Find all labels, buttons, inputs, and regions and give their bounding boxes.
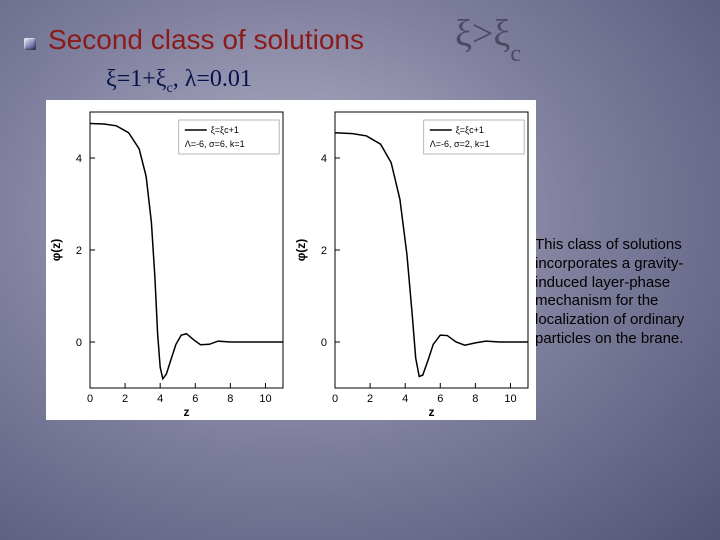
svg-text:2: 2: [321, 245, 327, 257]
svg-text:8: 8: [227, 393, 233, 405]
subtitle: ξ=1+ξc, λ=0.01: [106, 66, 252, 97]
chart-svg: 0 2 4 6 8 10 0 2 4 z φ(z) ξ=ξc+1 Λ=-6, σ=6, k=1 0 2 4 6 8…: [46, 100, 536, 420]
svg-text:z: z: [184, 405, 190, 419]
inequality-main: ξ>ξ: [455, 13, 510, 55]
slide-title: Second class of solutions: [48, 24, 364, 56]
svg-text:10: 10: [259, 393, 271, 405]
svg-text:0: 0: [321, 337, 327, 349]
svg-text:0: 0: [87, 393, 93, 405]
svg-text:8: 8: [472, 393, 478, 405]
inequality: ξ>ξc: [455, 12, 521, 62]
svg-text:4: 4: [76, 153, 82, 165]
svg-text:φ(z): φ(z): [49, 239, 63, 262]
svg-text:2: 2: [367, 393, 373, 405]
svg-text:ξ=ξc+1: ξ=ξc+1: [211, 125, 239, 135]
svg-text:4: 4: [402, 393, 408, 405]
svg-text:Λ=-6, σ=6, k=1: Λ=-6, σ=6, k=1: [185, 139, 245, 149]
svg-text:6: 6: [192, 393, 198, 405]
svg-text:6: 6: [437, 393, 443, 405]
svg-text:0: 0: [332, 393, 338, 405]
svg-text:Λ=-6, σ=2, k=1: Λ=-6, σ=2, k=1: [430, 139, 490, 149]
bullet-icon: [24, 38, 36, 50]
inequality-sub: c: [510, 41, 521, 67]
svg-text:4: 4: [157, 393, 163, 405]
svg-text:10: 10: [504, 393, 516, 405]
svg-text:2: 2: [122, 393, 128, 405]
svg-text:2: 2: [76, 245, 82, 257]
svg-text:φ(z): φ(z): [294, 239, 308, 262]
body-text: This class of solutions incorporates a g…: [535, 236, 697, 349]
svg-text:4: 4: [321, 153, 327, 165]
svg-text:z: z: [429, 405, 435, 419]
chart-container: 0 2 4 6 8 10 0 2 4 z φ(z) ξ=ξc+1 Λ=-6, σ=6, k=1 0 2 4 6 8…: [46, 100, 536, 420]
svg-text:ξ=ξc+1: ξ=ξc+1: [456, 125, 484, 135]
svg-text:0: 0: [76, 337, 82, 349]
